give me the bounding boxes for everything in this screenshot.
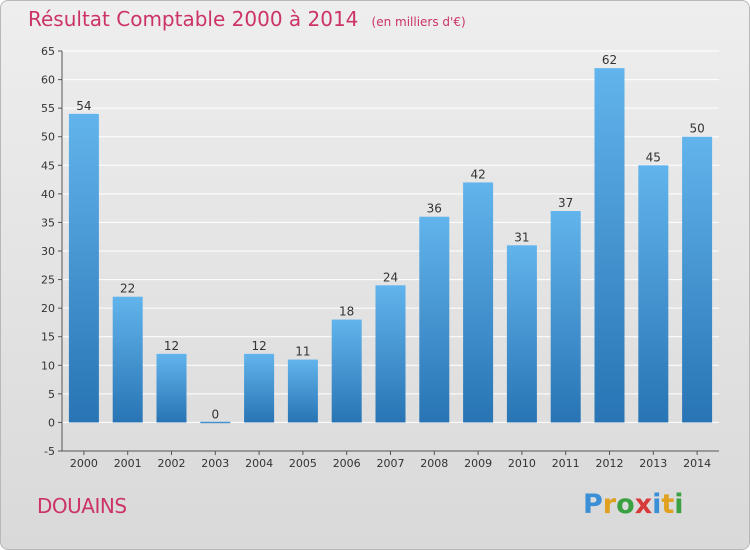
- x-tick-labels: 2000 2001 2002 2003 2004 2005 2006 2007 2008 2009…: [70, 451, 711, 470]
- x-tick-label: 2011: [552, 457, 580, 470]
- logo-letter: t: [661, 489, 675, 520]
- x-tick-label: 2013: [639, 457, 667, 470]
- y-tick-label: 10: [41, 359, 55, 372]
- data-label: 36: [427, 202, 442, 216]
- data-label: 37: [558, 196, 573, 210]
- y-tick-label: 30: [41, 245, 55, 258]
- bar: [112, 296, 143, 423]
- bar: [200, 421, 231, 424]
- bar: [156, 353, 187, 423]
- data-label: 45: [646, 150, 661, 164]
- x-tick-label: 2001: [114, 457, 142, 470]
- data-label: 11: [295, 345, 310, 359]
- x-tick-label: 2005: [289, 457, 317, 470]
- bar: [419, 216, 450, 423]
- data-label: 18: [339, 305, 354, 319]
- x-tick-label: 2002: [158, 457, 186, 470]
- chart-title-block: Résultat Comptable 2000 à 2014 (en milli…: [28, 7, 466, 31]
- bar: [244, 353, 275, 423]
- y-tick-label: 65: [41, 45, 55, 58]
- x-tick-label: 2014: [683, 457, 711, 470]
- chart-title: Résultat Comptable 2000 à 2014: [28, 7, 359, 31]
- data-label: 62: [602, 53, 617, 67]
- bar: [638, 165, 669, 423]
- y-tick-label: 50: [41, 131, 55, 144]
- x-tick-label: 2007: [377, 457, 405, 470]
- y-tick-label: -5: [44, 445, 55, 458]
- y-tick-label: 60: [41, 74, 55, 87]
- x-tick-label: 2012: [596, 457, 624, 470]
- logo-letter: x: [634, 489, 653, 520]
- bar: [463, 182, 494, 423]
- logo-letter: i: [652, 489, 662, 520]
- y-tick-label: 55: [41, 102, 55, 115]
- y-tick-labels: -5 0 5 10 15 20 25 30 35 40 45 50 55 60 65: [41, 45, 55, 458]
- proxiti-logo: Proxiti: [583, 489, 684, 520]
- bar: [550, 211, 581, 423]
- logo-letter: o: [616, 489, 635, 520]
- y-tick-label: 35: [41, 216, 55, 229]
- y-tick-label: 45: [41, 159, 55, 172]
- place-name: DOUAINS: [37, 494, 127, 518]
- data-label: 54: [76, 99, 91, 113]
- y-tick-label: 0: [48, 416, 55, 429]
- y-tick-label: 15: [41, 331, 55, 344]
- data-label: 31: [514, 230, 529, 244]
- bar: [375, 285, 406, 423]
- data-label: 42: [470, 167, 485, 181]
- y-tick-label: 40: [41, 188, 55, 201]
- data-label: 12: [164, 339, 179, 353]
- data-label: 0: [211, 407, 219, 421]
- bar: [68, 113, 99, 423]
- data-label: 22: [120, 282, 135, 296]
- bar: [287, 359, 318, 423]
- y-tick-label: 5: [48, 388, 55, 401]
- x-tick-label: 2010: [508, 457, 536, 470]
- bar: [331, 319, 362, 423]
- data-label: 12: [251, 339, 266, 353]
- y-tick-label: 25: [41, 274, 55, 287]
- x-tick-label: 2003: [201, 457, 229, 470]
- logo-letter: i: [674, 489, 684, 520]
- logo-letter: P: [583, 489, 603, 520]
- x-tick-label: 2006: [333, 457, 361, 470]
- y-tick-label: 20: [41, 302, 55, 315]
- x-tick-label: 2000: [70, 457, 98, 470]
- data-label: 50: [689, 122, 704, 136]
- bar: [594, 68, 625, 423]
- logo-letter: r: [602, 489, 617, 520]
- data-labels: 54 22 12 0 12 11 18 24 36 42 31 37 62 45 50: [76, 53, 704, 421]
- x-tick-label: 2009: [464, 457, 492, 470]
- bar: [506, 245, 537, 423]
- x-tick-label: 2004: [245, 457, 273, 470]
- bar: [682, 136, 713, 423]
- bars: [68, 68, 713, 424]
- x-tick-label: 2008: [420, 457, 448, 470]
- chart-subtitle: (en milliers d'€): [371, 15, 466, 29]
- data-label: 24: [383, 270, 398, 284]
